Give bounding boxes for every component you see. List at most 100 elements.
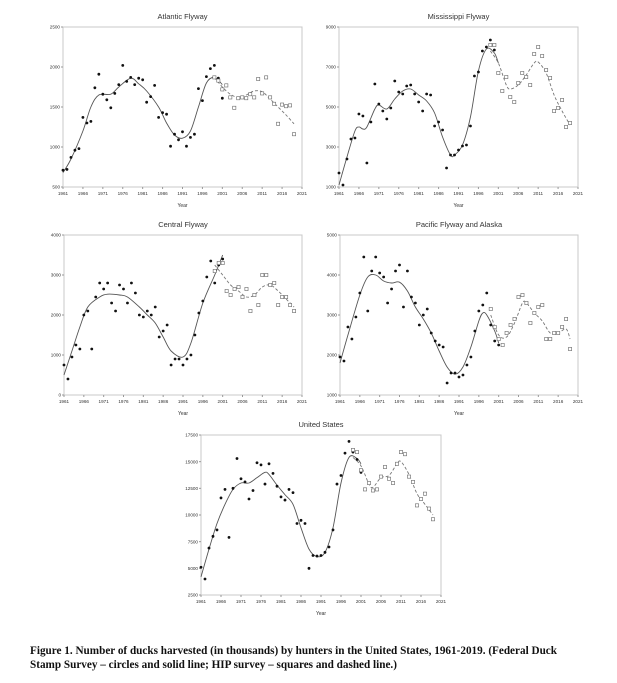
- x-tick-label: 1981: [276, 599, 287, 604]
- duck-stamp-point: [421, 109, 425, 113]
- duck-stamp-point: [402, 305, 405, 309]
- duck-stamp-point: [207, 546, 211, 550]
- figure-caption: Figure 1. Number of ducks harvested (in …: [30, 645, 557, 671]
- y-tick-label: 3000: [327, 313, 338, 318]
- duck-stamp-point: [307, 566, 311, 570]
- duck-stamp-point: [489, 323, 493, 327]
- duck-stamp-point: [303, 522, 307, 525]
- duck-stamp-point: [374, 255, 378, 259]
- y-tick-label: 3000: [326, 145, 337, 150]
- hip-point: [568, 347, 572, 351]
- duck-stamp-point: [259, 463, 263, 467]
- duck-stamp-fit-line: [338, 47, 499, 186]
- y-tick-label: 12500: [185, 486, 198, 491]
- duck-stamp-point: [81, 116, 85, 119]
- x-tick-label: 2016: [277, 191, 288, 196]
- duck-stamp-point: [405, 84, 409, 88]
- x-tick-label: 1996: [474, 399, 485, 404]
- duck-stamp-point: [66, 377, 70, 381]
- duck-stamp-point: [177, 138, 180, 142]
- hip-point: [556, 106, 560, 110]
- x-tick-label: 2011: [396, 599, 406, 604]
- hip-point: [359, 468, 363, 473]
- hip-point: [516, 295, 521, 299]
- duck-stamp-point: [433, 124, 436, 128]
- hip-point: [264, 75, 269, 80]
- x-tick-label: 1976: [394, 399, 405, 404]
- hip-point: [512, 317, 517, 321]
- hip-point: [548, 337, 553, 341]
- duck-stamp-point: [85, 121, 89, 125]
- hip-fit-line: [352, 457, 434, 516]
- hip-point: [284, 104, 288, 109]
- x-tick-label: 1971: [374, 191, 385, 196]
- x-tick-label: 1991: [454, 399, 465, 404]
- x-tick-label: 1971: [99, 399, 110, 404]
- hip-point: [232, 287, 237, 291]
- duck-stamp-point: [291, 491, 295, 494]
- duck-stamp-point: [271, 472, 275, 475]
- x-tick-label: 1986: [434, 399, 445, 404]
- hip-point: [363, 487, 367, 492]
- duck-stamp-point: [365, 161, 369, 165]
- duck-stamp-point: [349, 137, 353, 141]
- duck-stamp-point: [354, 315, 358, 319]
- duck-stamp-point: [74, 343, 78, 347]
- duck-stamp-point: [106, 281, 110, 285]
- duck-stamp-point: [181, 363, 185, 367]
- x-tick-label: 1996: [473, 191, 484, 196]
- y-tick-label: 4000: [327, 273, 338, 278]
- y-tick-label: 1500: [50, 105, 61, 110]
- y-tick-label: 5000: [326, 105, 337, 110]
- hip-point: [427, 506, 431, 511]
- hip-point: [403, 452, 407, 457]
- duck-stamp-point: [102, 287, 106, 291]
- hip-point: [228, 293, 233, 297]
- hip-point: [220, 87, 225, 92]
- panel-2: Central Flyway Year 1961 1966 1971 1976 1981 19…: [51, 220, 308, 417]
- duck-stamp-point: [82, 313, 86, 317]
- duck-stamp-point: [90, 347, 94, 351]
- panel-1: Mississippi Flyway Year 1961 1966 1971 1976 19…: [326, 12, 584, 209]
- x-tick-label: 1986: [158, 399, 169, 404]
- hip-point: [280, 295, 285, 299]
- hip-point: [268, 95, 273, 100]
- duck-stamp-point: [355, 458, 359, 461]
- hip-point: [224, 83, 229, 88]
- x-tick-label: 2001: [493, 191, 504, 196]
- x-tick-label: 1976: [118, 191, 129, 196]
- panel-3: Pacific Flyway and Alaska Year 1961 1966 197…: [327, 220, 584, 417]
- duck-stamp-point: [461, 144, 464, 148]
- y-tick-label: 5000: [327, 233, 338, 238]
- duck-stamp-point: [331, 528, 335, 532]
- duck-stamp-point: [299, 518, 303, 522]
- duck-stamp-point: [437, 343, 441, 347]
- duck-stamp-point: [73, 148, 77, 152]
- duck-stamp-point: [193, 132, 196, 136]
- hip-point: [276, 121, 281, 126]
- x-tick-label: 2016: [277, 399, 288, 404]
- duck-stamp-point: [353, 136, 357, 140]
- hip-point: [488, 307, 493, 311]
- panel-title: Mississippi Flyway: [428, 12, 490, 21]
- hip-point: [264, 273, 269, 277]
- x-tick-label: 1966: [79, 399, 90, 404]
- duck-stamp-point: [381, 109, 385, 113]
- hip-point: [355, 450, 359, 454]
- x-axis-label: Year: [453, 203, 463, 209]
- hip-point: [504, 331, 509, 335]
- duck-stamp-point: [231, 486, 235, 490]
- hip-point: [391, 481, 395, 485]
- duck-stamp-point: [429, 331, 433, 335]
- duck-stamp-point: [70, 355, 74, 359]
- duck-stamp-point: [62, 363, 66, 367]
- hip-point: [564, 317, 569, 321]
- duck-stamp-point: [398, 263, 401, 267]
- x-tick-label: 2001: [494, 399, 505, 404]
- duck-stamp-point: [410, 295, 413, 299]
- duck-stamp-point: [89, 120, 93, 123]
- duck-stamp-point: [203, 577, 207, 581]
- duck-stamp-point: [173, 357, 177, 361]
- duck-stamp-point: [457, 148, 460, 152]
